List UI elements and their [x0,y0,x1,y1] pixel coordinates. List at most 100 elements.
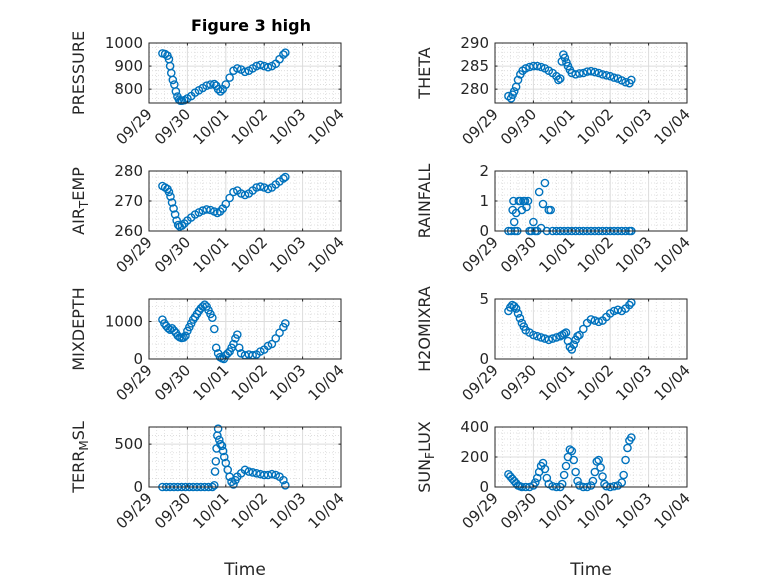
data-point [225,193,234,203]
y-tick-label: 0 [479,222,489,240]
data-point [221,199,231,209]
data-point [554,75,563,85]
y-tick-label: 200 [460,448,489,466]
axes-box [148,298,342,360]
data-point [536,333,546,342]
data-point [513,309,523,318]
data-point [522,202,531,212]
data-point [571,467,580,477]
y-axis-label: RAINFALL [415,164,434,239]
data-point [596,463,605,472]
plot-area [495,299,687,359]
y-axis-label: SUNFLUX [415,421,437,493]
x-axis-label: Time [569,560,612,580]
data-point [209,324,219,334]
data-point [234,343,244,353]
y-axis-label: AIRTEMP [69,167,91,235]
data-point [559,470,569,480]
data-point [281,480,290,490]
y-tick-label: 280 [460,80,489,98]
data-point [279,475,288,485]
data-point [221,80,231,89]
data-point [575,481,584,490]
data-point [575,330,584,340]
data-point [548,334,557,343]
y-tick-label: 500 [114,435,143,453]
data-point [523,196,533,206]
data-point [218,446,228,456]
data-point [561,461,571,471]
data-point [170,210,180,219]
data-point [173,220,183,230]
data-point [225,73,234,82]
y-tick-label: 285 [460,57,489,75]
data-point [219,452,229,462]
data-point [625,300,634,310]
data-point [256,182,265,191]
data-point [248,468,257,477]
data-point [538,199,548,209]
data-point [619,470,628,480]
data-point [513,75,523,85]
x-axis-label: Time [223,560,266,580]
data-point [561,328,571,337]
data-point [200,300,209,309]
y-tick-label: 260 [114,222,143,240]
data-point [256,60,265,70]
data-point [557,479,567,489]
data-point [233,330,242,339]
y-tick-label: 900 [114,57,143,75]
data-point [281,48,290,57]
data-point [602,71,611,80]
axes-box [494,298,688,360]
data-point [166,192,175,201]
y-tick-label: 800 [114,80,143,98]
y-tick-label: 0 [479,478,489,496]
data-point [509,217,519,227]
data-point [164,187,174,197]
data-point [532,61,542,71]
data-point [540,464,550,474]
data-point [579,68,588,78]
data-point [240,67,250,77]
data-point [531,478,540,487]
data-point [623,443,632,453]
data-point [240,190,250,200]
data-point [216,87,225,96]
data-point [573,476,582,486]
data-point [244,467,254,476]
data-point [210,467,220,476]
axes-box [148,426,342,488]
figure-title: Figure 3 high [191,16,311,35]
data-point [179,333,188,342]
data-point [279,50,288,59]
y-tick-label: 1 [479,192,489,210]
data-point [521,64,531,73]
data-point [534,187,544,197]
data-point [536,62,546,72]
axes-box [494,42,688,104]
data-point [594,68,603,78]
data-point [560,53,570,63]
y-axis-label: THETA [415,47,434,99]
data-point [213,84,223,94]
data-point [506,303,515,312]
data-point [627,433,636,442]
y-tick-label: 0 [133,478,143,496]
data-point [168,75,178,85]
data-point [586,481,596,490]
data-point [509,301,519,311]
y-axis-label: TERRMSL [69,421,91,494]
data-point [217,441,227,451]
data-point [263,62,273,72]
y-axis-label: H2OMIXRA [415,286,434,372]
data-point [579,324,588,334]
data-point [279,174,288,183]
data-point [281,172,290,182]
data-point [592,457,602,466]
axes-box [148,42,342,104]
y-tick-label: 290 [460,34,489,52]
data-point [569,340,579,349]
data-point [252,468,261,478]
